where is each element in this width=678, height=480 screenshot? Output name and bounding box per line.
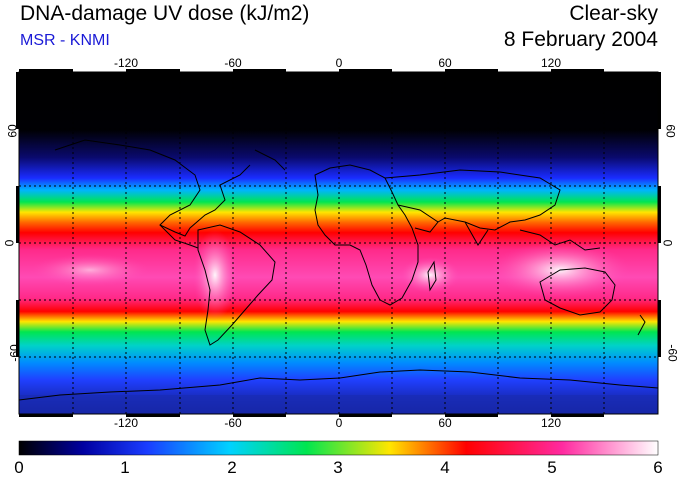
coast-madagascar	[427, 260, 437, 292]
colorbar-tick: 3	[333, 458, 343, 477]
coastlines	[18, 139, 659, 401]
colorbar-tick: 1	[120, 458, 130, 477]
source-label: MSR - KNMI	[20, 32, 110, 49]
colorbar	[18, 440, 659, 456]
coast-australia	[539, 267, 616, 316]
lon-tick-top: -120	[113, 56, 139, 70]
lon-tick-bottom: -60	[224, 416, 242, 430]
lon-tick-top: 120	[540, 56, 562, 70]
coast-south-america	[197, 224, 276, 346]
colorbar-tick: 2	[227, 458, 237, 477]
coast-india	[464, 221, 489, 246]
coast-asia	[384, 169, 561, 231]
colorbar-tick: 4	[440, 458, 450, 477]
lon-tick-bottom: -120	[113, 416, 139, 430]
colorbar-tick: 0	[14, 458, 24, 477]
hotspot-pacific	[30, 254, 150, 286]
hotspot-south-america	[193, 230, 237, 320]
map-frame	[16, 69, 661, 417]
colorbar-tick: 6	[653, 458, 663, 477]
gridlines	[19, 72, 658, 414]
lon-tick-bottom: 0	[335, 416, 343, 430]
lon-tick-top: 60	[438, 56, 452, 70]
coast-greenland	[254, 149, 286, 171]
lon-tick-bottom: 120	[540, 416, 562, 430]
colorbar-tick: 5	[547, 458, 557, 477]
antarctic-band	[19, 395, 658, 414]
lon-tick-bottom: 60	[438, 416, 452, 430]
coast-antarctica	[18, 369, 659, 401]
coast-se-asia	[519, 229, 601, 251]
map-title: DNA-damage UV dose (kJ/m2)	[20, 2, 310, 25]
date-label: 8 February 2004	[503, 28, 658, 51]
condition-label: Clear-sky	[569, 2, 658, 25]
lon-tick-top: -60	[224, 56, 242, 70]
lon-tick-top: 0	[335, 56, 343, 70]
coast-new-zealand	[637, 314, 646, 336]
coast-central-america	[159, 224, 199, 249]
